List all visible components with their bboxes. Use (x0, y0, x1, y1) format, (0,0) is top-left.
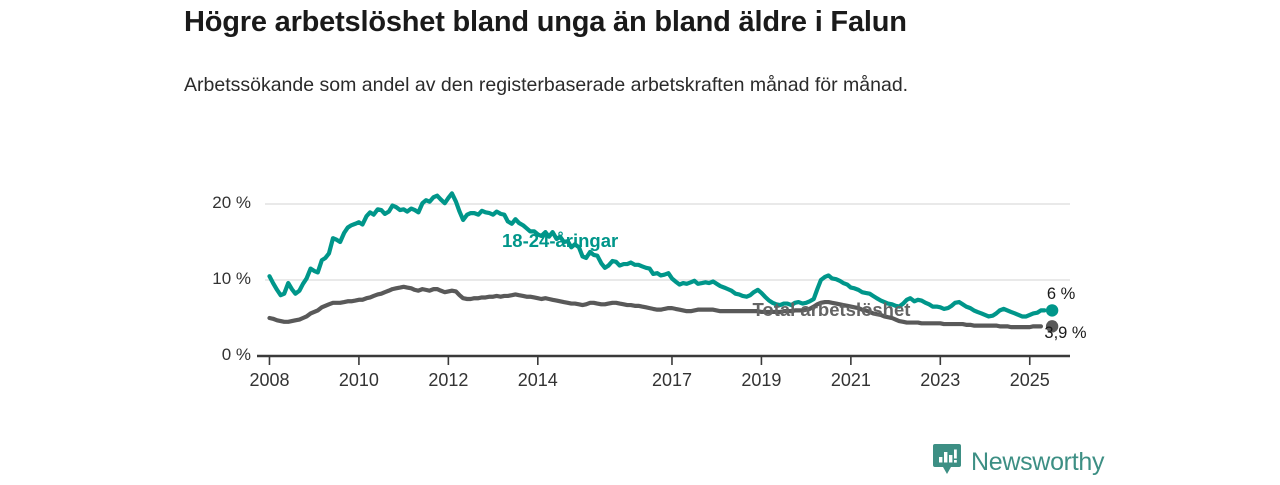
x-axis-label-2021: 2021 (830, 370, 871, 390)
page-title: Högre arbetslöshet bland unga än bland ä… (184, 6, 907, 38)
series-endpoint-youth (1045, 304, 1059, 317)
youth-end-value: 6 % (1046, 284, 1076, 303)
newsworthy-logo: Newsworthy (932, 443, 1104, 482)
x-axis-label-2023: 2023 (920, 370, 961, 390)
series-line-total (267, 284, 1044, 330)
y-axis-label-10: 10 % (212, 269, 251, 288)
x-axis-label-2012: 2012 (428, 370, 469, 390)
total-end-value: 3,9 % (1044, 324, 1087, 343)
x-axis-label-2014: 2014 (517, 370, 558, 390)
page-subtitle: Arbetssökande som andel av den registerb… (184, 74, 909, 96)
x-axis-label-2017: 2017 (651, 370, 692, 390)
x-axis-label-2019: 2019 (741, 370, 782, 390)
newsworthy-pin-bars-icon (932, 443, 962, 482)
x-axis-label-2008: 2008 (249, 370, 290, 390)
y-axis-label-0: 0 % (221, 345, 251, 364)
youth-series-label: 18-24-åringar (502, 230, 619, 251)
x-axis-label-2010: 2010 (338, 370, 379, 390)
x-axis-label-2025: 2025 (1009, 370, 1050, 390)
series-line-youth (267, 191, 1047, 319)
y-axis-label-20: 20 % (212, 193, 251, 212)
series-endpoint-total (1045, 320, 1059, 333)
newsworthy-wordmark: Newsworthy (971, 448, 1105, 476)
total-series-label: Total arbetslöshet (752, 299, 911, 321)
